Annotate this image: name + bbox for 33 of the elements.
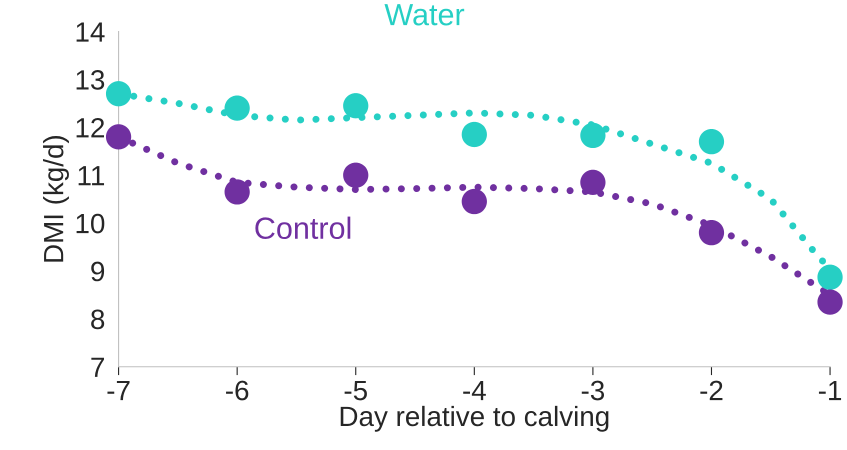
x-tick-label: -1 xyxy=(818,380,842,400)
y-tick-label: 11 xyxy=(78,166,104,186)
point xyxy=(106,124,132,150)
x-tick-label: -6 xyxy=(226,380,248,400)
x-tick-label: -4 xyxy=(463,380,486,400)
point xyxy=(817,289,843,315)
y-tick-label: 14 xyxy=(76,22,105,42)
y-tick-label: 9 xyxy=(91,262,104,282)
point xyxy=(580,170,606,195)
x-tick-label: -2 xyxy=(700,380,722,400)
point xyxy=(698,220,724,246)
x-tick-label: -5 xyxy=(344,380,367,400)
series-label: Control xyxy=(255,216,350,240)
y-tick-label: 12 xyxy=(76,118,104,138)
x-tick-label: -3 xyxy=(582,380,604,400)
point xyxy=(343,162,368,188)
point xyxy=(462,188,487,214)
point xyxy=(224,179,250,205)
point xyxy=(817,264,843,290)
x-axis-title: Day relative to calving xyxy=(340,406,608,432)
y-tick-label: 13 xyxy=(76,70,104,90)
point xyxy=(462,122,487,148)
y-tick-label: 7 xyxy=(91,358,104,377)
y-axis-title: DMI (kg/d) xyxy=(43,136,69,262)
point xyxy=(106,81,132,106)
x-tick-label: -7 xyxy=(107,380,130,400)
y-tick-label: 8 xyxy=(91,310,104,330)
point xyxy=(698,129,724,154)
point xyxy=(343,93,368,118)
y-tick-label: 10 xyxy=(76,214,104,234)
text: Water xyxy=(384,4,464,26)
point xyxy=(580,122,606,148)
point xyxy=(224,96,250,121)
